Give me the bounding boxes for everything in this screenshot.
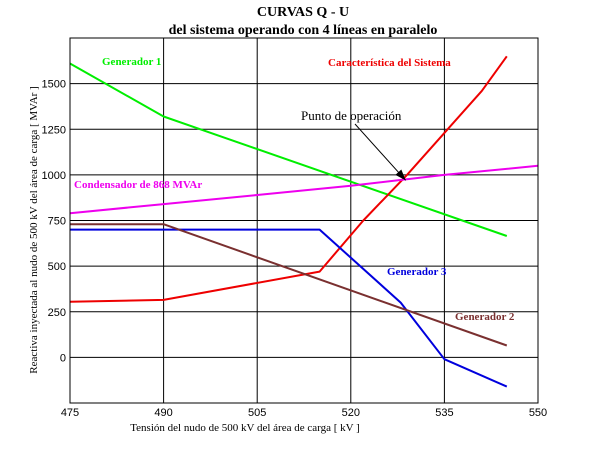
annotation-punto-operacion: Punto de operación [301, 108, 402, 123]
series-line-generador-3 [70, 228, 508, 388]
chart-title: CURVAS Q - U [257, 5, 349, 20]
x-tick-490: 490 [154, 407, 172, 419]
grid-lines [69, 38, 539, 404]
y-axis-label: Reactiva inyectada al nudo de 500 kV del… [28, 86, 40, 373]
label-generador-3: Generador 3 [387, 266, 447, 278]
series-line-caracter-stica-del-sistema [69, 55, 508, 303]
series-line-generador-2 [70, 223, 508, 347]
label-condensador: Condensador de 868 MVAr [74, 179, 202, 191]
plot-frame [69, 37, 539, 404]
series-line-generador-1 [69, 62, 508, 237]
y-tick-labels: 0 250 500 750 1000 1250 1500 [42, 79, 66, 365]
y-tick-750: 750 [48, 216, 66, 228]
chart-subtitle: del sistema operando con 4 líneas en par… [169, 23, 438, 38]
annotation-arrow-head [395, 169, 406, 181]
x-tick-550: 550 [529, 407, 547, 419]
x-tick-505: 505 [248, 407, 266, 419]
x-tick-535: 535 [435, 407, 453, 419]
y-tick-1000: 1000 [42, 170, 66, 182]
label-generador-1: Generador 1 [102, 56, 161, 68]
annotation-arrow-line [354, 123, 407, 181]
y-tick-1500: 1500 [42, 79, 66, 91]
y-tick-250: 250 [48, 307, 66, 319]
y-tick-0: 0 [60, 352, 66, 364]
y-tick-1250: 1250 [42, 124, 66, 136]
label-caracteristica-sistema: Característica del Sistema [328, 57, 451, 69]
series-line-condensador-de-868-mvar [69, 164, 539, 215]
label-generador-2: Generador 2 [455, 311, 515, 323]
series-lines [69, 55, 539, 388]
y-tick-500: 500 [48, 261, 66, 273]
x-tick-520: 520 [342, 407, 360, 419]
x-tick-475: 475 [61, 407, 79, 419]
x-axis-label: Tensión del nudo de 500 kV del área de c… [130, 422, 360, 434]
x-tick-labels: 475 490 505 520 535 550 [61, 407, 547, 419]
